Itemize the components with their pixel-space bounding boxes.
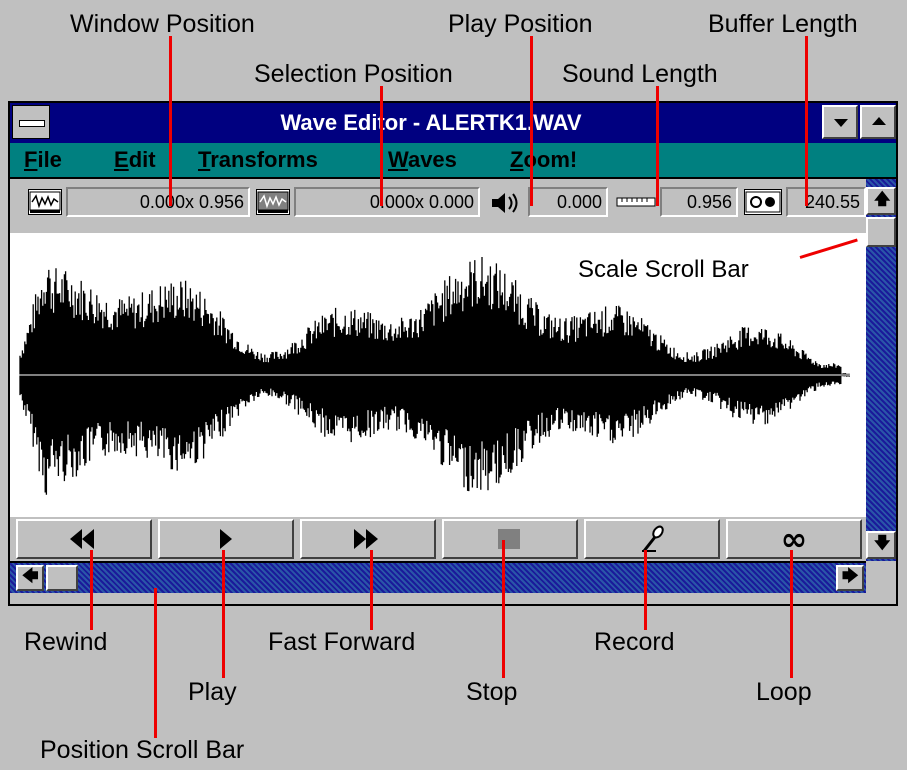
arrow-right-icon: 🡆: [842, 568, 859, 585]
waveform-icon: [28, 189, 62, 215]
menu-transforms[interactable]: Transforms: [198, 147, 318, 172]
scale-scroll-bar[interactable]: 🡅 🡇: [866, 179, 896, 561]
callout-window-position: Window Position: [70, 10, 255, 38]
scale-scroll-down-button[interactable]: 🡇: [866, 531, 896, 559]
record-button[interactable]: [584, 519, 720, 559]
title-bar: Wave Editor - ALERTK1.WAV: [10, 103, 896, 143]
callout-fast-forward: Fast Forward: [268, 628, 416, 656]
menu-waves[interactable]: Waves: [388, 147, 457, 172]
menu-bar: File Edit Transforms Waves Zoom!: [10, 143, 896, 179]
callout-play-position: Play Position: [448, 10, 593, 38]
fast-forward-icon: [354, 529, 378, 549]
position-scroll-left-button[interactable]: 🡄: [16, 565, 44, 591]
callout-record: Record: [594, 628, 675, 656]
callout-play: Play: [188, 678, 237, 706]
status-bar: 0.000x 0.956 0.000x 0.000 0.000 0.956 24…: [10, 179, 866, 233]
waveform-graphic: [10, 257, 866, 495]
system-menu-icon[interactable]: [12, 105, 50, 139]
wave-editor-window: Wave Editor - ALERTK1.WAV File Edit Tran…: [8, 101, 898, 606]
waveform-display[interactable]: [10, 233, 866, 517]
stop-button[interactable]: [442, 519, 578, 559]
selection-icon: [256, 189, 290, 215]
scale-scroll-thumb[interactable]: [866, 217, 896, 247]
pointer-rewind: [90, 550, 93, 630]
scale-scroll-up-button[interactable]: 🡅: [866, 187, 896, 215]
play-icon: [220, 529, 232, 549]
play-button[interactable]: [158, 519, 294, 559]
callout-scale-scroll-bar: Scale Scroll Bar: [578, 256, 749, 283]
pointer-sound-length: [656, 86, 659, 206]
scroll-corner: [866, 561, 896, 593]
selection-position-field: 0.000x 0.000: [294, 187, 480, 217]
menu-edit[interactable]: Edit: [114, 147, 156, 172]
callout-stop: Stop: [466, 678, 518, 706]
pointer-record: [644, 550, 647, 630]
position-scroll-bar[interactable]: 🡄 🡆: [10, 561, 866, 593]
arrow-left-icon: 🡄: [22, 568, 39, 585]
maximize-icon[interactable]: [860, 105, 896, 139]
pointer-loop: [790, 550, 793, 678]
pointer-fast-forward: [370, 550, 373, 630]
loop-icon: ∞: [780, 520, 808, 558]
loop-button[interactable]: ∞: [726, 519, 862, 559]
menu-file[interactable]: File: [24, 147, 62, 172]
menu-zoom[interactable]: Zoom!: [510, 147, 578, 172]
waveform-samples: [19, 257, 850, 495]
callout-selection-position: Selection Position: [254, 60, 453, 88]
arrow-up-icon: 🡅: [874, 191, 891, 208]
callout-position-scroll-bar: Position Scroll Bar: [40, 736, 245, 764]
fast-forward-button[interactable]: [300, 519, 436, 559]
rewind-icon: [70, 529, 94, 549]
window-position-field: 0.000x 0.956: [66, 187, 250, 217]
buffer-length-field: 240.55: [786, 187, 866, 217]
position-scroll-right-button[interactable]: 🡆: [836, 565, 864, 591]
play-position-field: 0.000: [528, 187, 608, 217]
sound-length-field: 0.956: [660, 187, 738, 217]
rewind-button[interactable]: [16, 519, 152, 559]
callout-loop: Loop: [756, 678, 812, 706]
pointer-stop: [502, 540, 505, 678]
stop-icon: [498, 529, 520, 549]
pointer-selection-position: [380, 86, 383, 206]
transport-bar: ∞: [10, 517, 866, 561]
callout-rewind: Rewind: [24, 628, 108, 656]
callout-sound-length: Sound Length: [562, 60, 718, 88]
arrow-down-icon: 🡇: [874, 535, 891, 552]
pointer-play: [222, 550, 225, 678]
tape-icon: [744, 189, 782, 215]
position-scroll-thumb[interactable]: [46, 565, 78, 591]
callout-buffer-length: Buffer Length: [708, 10, 858, 38]
speaker-icon: [488, 189, 522, 217]
minimize-icon[interactable]: [822, 105, 858, 139]
ruler-icon: [616, 195, 656, 209]
pointer-position-scroll-bar: [154, 588, 157, 738]
pointer-buffer-length: [805, 36, 808, 206]
pointer-window-position: [169, 36, 172, 206]
microphone-icon: [642, 525, 664, 552]
pointer-play-position: [530, 36, 533, 206]
